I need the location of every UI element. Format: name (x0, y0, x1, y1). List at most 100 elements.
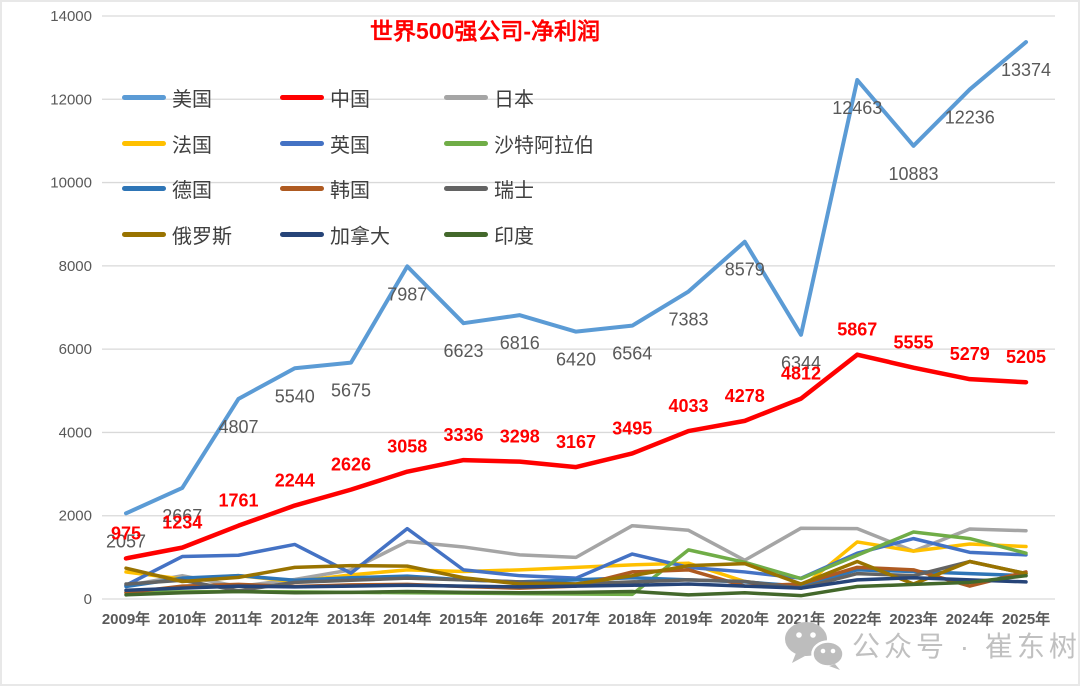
legend-swatch-russia (122, 231, 166, 237)
series-line-india (124, 573, 1028, 598)
data-label-usa: 7987 (387, 284, 427, 304)
x-axis-label: 2024年 (946, 610, 994, 628)
data-label-usa: 12236 (945, 107, 995, 127)
legend-swatch-germany (122, 186, 166, 192)
x-axis-label: 2011年 (215, 610, 263, 628)
y-axis-label: 12000 (50, 91, 92, 108)
data-label-china: 5205 (1006, 347, 1046, 367)
legend-label-canada: 加拿大 (330, 225, 390, 248)
x-axis-label: 2020年 (721, 610, 769, 628)
y-axis-label: 14000 (50, 8, 92, 25)
x-axis-label: 2015年 (439, 610, 487, 628)
legend-swatch-china (280, 95, 324, 101)
legend-swatch-japan (444, 95, 488, 101)
legend-label-china: 中国 (330, 89, 370, 112)
series-line-usa (124, 40, 1028, 516)
legend: 美国 中国 日本法国 英国 沙特阿拉伯德国 韩国 瑞士俄罗斯 加拿大 印度 (122, 75, 594, 257)
data-label-china: 975 (111, 523, 141, 543)
watermark-text: 公众号 · 崔东树 (852, 631, 1080, 662)
data-label-usa: 6816 (500, 333, 540, 353)
series-line-canada (124, 576, 1028, 593)
x-axis-label: 2017年 (552, 610, 600, 628)
legend-label-japan: 日本 (494, 89, 534, 112)
legend-swatch-uk (280, 140, 324, 146)
series-line-japan (124, 523, 1028, 589)
x-axis-label: 2016年 (496, 610, 544, 628)
data-label-usa: 2057 (106, 531, 146, 551)
legend-label-saudi-arabia: 沙特阿拉伯 (494, 134, 594, 157)
data-label-china: 3495 (612, 418, 652, 438)
data-label-china: 3298 (500, 427, 540, 447)
legend-item-usa: 美国 (122, 83, 280, 112)
data-label-china: 3167 (556, 432, 596, 452)
legend-item-japan: 日本 (444, 83, 594, 112)
data-label-china: 5867 (837, 320, 877, 340)
legend-swatch-saudi-arabia (444, 140, 488, 146)
data-label-usa: 6564 (612, 344, 652, 364)
x-axis-label: 2013年 (327, 610, 375, 628)
data-label-usa: 6623 (443, 341, 483, 361)
legend-item-france: 法国 (122, 129, 280, 158)
legend-label-uk: 英国 (330, 134, 370, 157)
data-label-china: 1234 (162, 513, 202, 533)
y-axis-label: 2000 (59, 508, 92, 525)
legend-swatch-canada (280, 231, 324, 237)
y-axis-label: 0 (84, 591, 92, 608)
data-label-usa: 5540 (275, 386, 315, 406)
y-axis-label: 6000 (59, 341, 92, 358)
data-label-china: 2244 (275, 471, 315, 491)
x-axis-label: 2023年 (889, 610, 937, 628)
data-label-china: 4033 (668, 396, 708, 416)
x-axis-label: 2012年 (271, 610, 319, 628)
legend-item-germany: 德国 (122, 174, 280, 203)
data-label-china: 3336 (443, 425, 483, 445)
data-label-usa: 7383 (668, 310, 708, 330)
x-axis-label: 2022年 (833, 610, 881, 628)
legend-label-usa: 美国 (172, 89, 212, 112)
data-label-usa: 6420 (556, 350, 596, 370)
watermark: 公众号 · 崔东树 (783, 620, 1080, 670)
legend-item-south-korea: 韩国 (280, 174, 444, 203)
data-label-china: 1761 (218, 491, 258, 511)
y-axis-label: 4000 (59, 424, 92, 441)
data-label-china: 2626 (331, 455, 371, 475)
legend-swatch-france (122, 140, 166, 146)
legend-item-saudi-arabia: 沙特阿拉伯 (444, 129, 594, 158)
legend-swatch-india (444, 231, 488, 237)
wechat-icon (785, 622, 845, 670)
data-label-china: 5279 (950, 344, 990, 364)
y-axis-label: 10000 (50, 175, 92, 192)
data-label-china: 4812 (781, 364, 821, 384)
legend-item-india: 印度 (444, 220, 594, 249)
legend-label-germany: 德国 (172, 180, 212, 203)
series-line-russia (124, 559, 1028, 586)
data-label-usa: 10883 (888, 164, 938, 184)
x-axis-label: 2010年 (158, 610, 206, 628)
legend-item-canada: 加拿大 (280, 220, 444, 249)
data-label-usa: 8579 (725, 260, 765, 280)
data-label-usa: 6344 (781, 353, 821, 373)
legend-label-south-korea: 韩国 (330, 180, 370, 203)
legend-label-switzerland: 瑞士 (494, 180, 534, 203)
data-label-usa: 5675 (331, 381, 371, 401)
legend-item-russia: 俄罗斯 (122, 220, 280, 249)
data-label-china: 3058 (387, 437, 427, 457)
x-axis-label: 2009年 (102, 610, 150, 628)
data-label-china: 4278 (725, 386, 765, 406)
legend-label-russia: 俄罗斯 (172, 225, 232, 248)
x-axis-label: 2014年 (383, 610, 431, 628)
x-axis-label: 2018年 (608, 610, 656, 628)
legend-swatch-switzerland (444, 186, 488, 192)
legend-label-india: 印度 (494, 225, 534, 248)
legend-item-switzerland: 瑞士 (444, 174, 594, 203)
x-axis-label: 2019年 (664, 610, 712, 628)
legend-label-france: 法国 (172, 134, 212, 157)
data-label-usa: 13374 (1001, 60, 1051, 80)
series-line-china (123, 352, 1029, 561)
data-label-usa: 4807 (218, 417, 258, 437)
legend-swatch-usa (122, 95, 166, 101)
y-axis-label: 8000 (59, 258, 92, 275)
legend-swatch-south-korea (280, 186, 324, 192)
